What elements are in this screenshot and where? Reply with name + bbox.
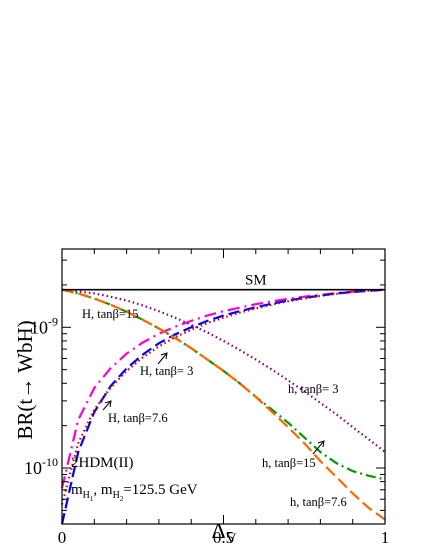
annotation-H-tanb3: H, tanβ= 3 — [140, 364, 193, 378]
series-line-1 — [60, 288, 386, 525]
series-line-4 — [61, 288, 386, 481]
annotation-h-tanb7.6: h, tanβ=7.6 — [290, 495, 347, 509]
series-line-5 — [61, 288, 386, 521]
x-tick-label: 1 — [381, 528, 390, 547]
annotation-h-tanb15: h, tanβ=15 — [262, 456, 316, 470]
annotation-H-tanb7.6: H, tanβ=7.6 — [108, 411, 168, 425]
arrow-h-tanb15 — [312, 440, 325, 455]
model-label: 2HDM(II) — [71, 455, 133, 471]
annotation-arrows — [102, 352, 325, 455]
series-curves — [60, 288, 386, 525]
series-line-3 — [61, 288, 386, 453]
arrowhead-H-tanb3 — [160, 352, 168, 360]
arrowhead-H-tanb7.6 — [104, 400, 112, 408]
x-tick-label: 0.5 — [213, 528, 234, 547]
annotation-H-tanb15: H, tanβ=15 — [82, 307, 138, 321]
x-tick-label: 0 — [58, 528, 67, 547]
arrow-H-tanb7.6 — [102, 400, 112, 411]
y-tick-label: 10-10 — [24, 455, 58, 478]
y-axis-label: BR(t→ WbH) — [13, 320, 37, 439]
y-tick-label: 10-9 — [30, 314, 58, 337]
axis-ticks: 0 0.5 1 10-10 10-9 — [24, 249, 389, 547]
series-line-2 — [60, 288, 386, 505]
x-axis-label: ΔV — [212, 518, 237, 547]
arrow-H-tanb3 — [157, 352, 168, 365]
annotation-h-tanb3: h, tanβ= 3 — [288, 382, 339, 396]
sm-label: SM — [245, 273, 267, 289]
arrowhead-h-tanb15 — [317, 440, 325, 448]
mass-label: mH1, mH2=125.5 GeV — [71, 482, 198, 503]
